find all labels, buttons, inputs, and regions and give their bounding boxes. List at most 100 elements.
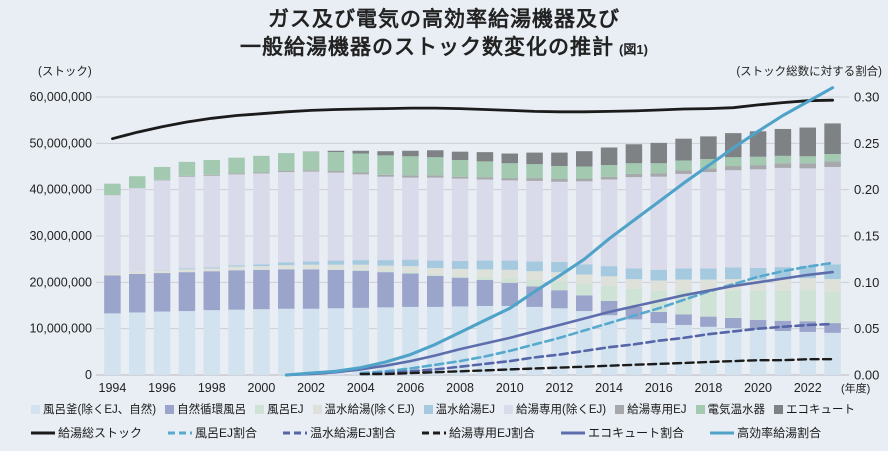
bar-segment (451, 306, 469, 375)
legend-item-bar: 風呂釜(除くEJ、自然) (31, 401, 156, 417)
right-axis-tick-label: 0.15 (854, 229, 879, 244)
line-series (284, 86, 835, 377)
bar-segment (451, 151, 469, 161)
bar-segment (476, 277, 494, 281)
bar-segment (501, 180, 518, 261)
bar-segment (129, 271, 146, 274)
legend-label: 温水給湯EJ割合 (310, 426, 397, 440)
bar-segment (278, 265, 295, 269)
bar-segment (476, 152, 494, 162)
bar-segment (576, 283, 593, 296)
bar-segment (650, 311, 667, 324)
bar-segment (824, 166, 841, 265)
bar-segment (551, 179, 568, 182)
bar-segment (352, 269, 369, 271)
bar-segment (402, 266, 419, 273)
bar-segment (650, 142, 667, 164)
bar-segment (576, 181, 593, 265)
x-axis-tick-label: 2010 (496, 381, 524, 395)
bar-segment (675, 160, 692, 171)
bar-segment (501, 163, 518, 179)
bar-segment (625, 163, 643, 174)
left-axis-tick-label: 50,000,000 (29, 136, 92, 150)
bar-segment (576, 295, 593, 312)
legend-label: 給湯専用EJ割合 (449, 426, 536, 440)
bar-segment (451, 277, 469, 307)
bar-segment (774, 155, 792, 164)
bar-segment (476, 269, 494, 278)
x-axis-tick-label: 2000 (248, 381, 276, 395)
bar-segment (178, 272, 196, 312)
bar-segment (799, 278, 816, 290)
bar-segment (700, 290, 717, 317)
right-axis-tick-label: 0.00 (854, 368, 879, 383)
bar-segment (352, 174, 369, 261)
bar-segment (824, 332, 841, 375)
bar-segment (427, 177, 444, 261)
bar-segment (725, 328, 742, 375)
bar-segment (104, 183, 121, 196)
legend-item-bar: 電気温水器 (695, 401, 766, 417)
bar-segment (576, 274, 593, 284)
line-series (285, 270, 834, 377)
bar-segment (625, 144, 643, 164)
bar-segment (476, 260, 494, 270)
bar-segment (203, 175, 220, 268)
legend-bar-row: 風呂釜(除くEJ、自然) 自然循環風呂 風呂EJ 温水給湯(除くEJ) 温水給湯EJ 給湯… (31, 401, 855, 417)
legend-label: 温水給湯(除くEJ) (324, 404, 415, 416)
bar-segment (228, 157, 245, 174)
legend-label: 給湯専用EJ (627, 404, 687, 416)
bar-segment (700, 268, 717, 280)
right-axis-tick-label: 0.30 (854, 90, 879, 105)
bar-segment (377, 151, 394, 156)
bar-segment (278, 153, 295, 171)
bar-segment (302, 171, 320, 262)
bar-segment (600, 315, 618, 375)
legend-swatch (504, 404, 514, 414)
bar-segment (451, 160, 469, 177)
bar-segment (600, 165, 618, 177)
legend-item-bar: 温水給湯EJ (423, 401, 495, 417)
legend-item-line: 給湯専用EJ割合 (422, 424, 535, 441)
left-axis-tick-label: 20,000,000 (29, 275, 92, 289)
bar-segment (104, 313, 121, 375)
bar-segment (824, 123, 841, 154)
bar-segment (749, 329, 767, 375)
bar-segment (377, 307, 394, 375)
bar-segment (302, 308, 320, 375)
bar-segment (302, 170, 320, 172)
bar-segment (352, 172, 369, 175)
bar-segment (774, 290, 792, 321)
bar-segment (675, 279, 692, 291)
bar-segment (178, 311, 196, 375)
bar-segment (228, 173, 245, 175)
legend-item-bar: 給湯専用EJ (615, 401, 687, 417)
x-axis-tick-label: 2018 (695, 381, 723, 395)
bar-segment (799, 289, 816, 322)
bar-segment (104, 273, 121, 276)
right-axis-tick-label: 0.10 (854, 275, 879, 290)
bar-segment (203, 268, 220, 272)
bar-segment (600, 266, 618, 277)
legend-item-bar: 自然循環風呂 (165, 401, 246, 417)
bar-segment (749, 156, 767, 166)
bar-segment (451, 268, 469, 277)
bar-segment (774, 330, 792, 375)
x-axis-tick-label: 2006 (397, 381, 425, 395)
bar-segment (153, 180, 171, 271)
bar-segment (451, 276, 469, 278)
bar-segment (427, 267, 444, 275)
legend-label: 風呂EJ (267, 404, 304, 416)
legend-item-bar: 風呂EJ (255, 401, 304, 417)
x-axis-tick-label: 2002 (297, 381, 325, 395)
bar-segment (526, 164, 543, 179)
bar-segment (824, 279, 841, 292)
bar-segment (203, 271, 220, 311)
bar-segment (302, 269, 320, 309)
bar-segment (153, 311, 171, 375)
legend-label: 電気温水器 (707, 404, 766, 416)
chart-title: ガス及び電気の高効率給湯機器及び 一般給湯機器のストック数変化の推計 (図1) (0, 6, 888, 64)
legend-swatch (255, 404, 265, 414)
bar-segment (501, 282, 518, 306)
bar-segment (228, 265, 245, 267)
